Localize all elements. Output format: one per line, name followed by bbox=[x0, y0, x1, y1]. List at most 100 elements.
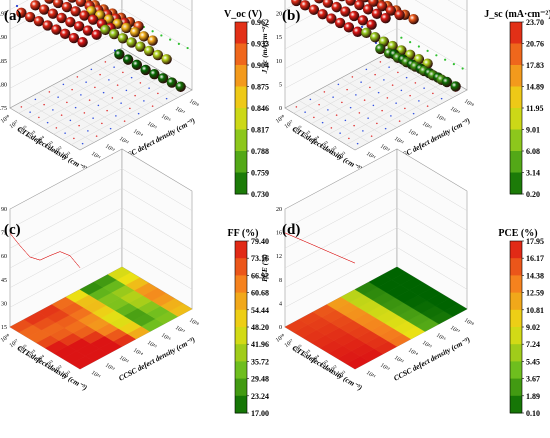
data-point-sphere bbox=[354, 0, 365, 11]
colorbar-tick-label: 60.68 bbox=[251, 289, 269, 298]
ccsc-tick-label: 10¹⁷ bbox=[449, 106, 461, 117]
floor-projection-mark bbox=[69, 119, 72, 122]
data-point-sphere bbox=[334, 17, 346, 29]
floor-projection-mark bbox=[143, 100, 145, 102]
colorbar-title: PCE (%) bbox=[498, 228, 537, 239]
z-tick-label: 75 bbox=[1, 231, 7, 237]
floor-projection-mark bbox=[351, 76, 354, 78]
colorbar-tick-label: 0.20 bbox=[526, 190, 540, 199]
colorbar-segment bbox=[235, 361, 247, 380]
floor-projection-mark bbox=[116, 84, 119, 86]
colorbar-segment bbox=[235, 172, 247, 195]
floor-projection-mark bbox=[71, 88, 73, 91]
floor-projection-mark bbox=[318, 103, 320, 106]
data-point-sphere bbox=[82, 25, 94, 36]
wall-grid-line bbox=[9, 207, 193, 269]
floor-projection-mark bbox=[404, 107, 406, 110]
z-tick-label: 8 bbox=[279, 278, 282, 284]
ctl-tick-label: 10¹¹ bbox=[61, 151, 72, 162]
floor-projection-mark bbox=[139, 82, 142, 84]
floor-projection-mark bbox=[87, 130, 89, 132]
colorbar-tick-label: 0.730 bbox=[251, 190, 269, 199]
ccsc-tick-label: 10¹⁵ bbox=[146, 340, 158, 351]
ccsc-tick-label: 10¹⁵ bbox=[146, 121, 158, 132]
floor-grid-line bbox=[382, 55, 454, 98]
data-point-sphere bbox=[375, 43, 386, 55]
ctl-tick-label: 10¹³ bbox=[319, 359, 330, 370]
floor-projection-mark bbox=[104, 61, 107, 63]
data-point-sphere bbox=[291, 0, 302, 7]
colorbar-segment bbox=[510, 151, 522, 173]
ccsc-tick-label: 10¹² bbox=[379, 143, 390, 154]
colorbar-tick-label: 5.45 bbox=[526, 357, 540, 366]
data-point-sphere bbox=[299, 0, 311, 11]
panel-letter-label: (b) bbox=[282, 8, 300, 24]
floor-projection-mark bbox=[418, 100, 420, 102]
data-point-sphere bbox=[376, 0, 388, 12]
ccsc-tick-label: 10¹⁷ bbox=[174, 106, 186, 117]
wall-grid-line bbox=[9, 188, 193, 249]
data-point-sphere bbox=[65, 16, 76, 28]
data-point-sphere bbox=[161, 54, 172, 65]
wall-grid-line bbox=[284, 247, 468, 308]
colorbar-tick-label: 73.16 bbox=[251, 254, 269, 263]
data-point-sphere bbox=[122, 54, 134, 65]
z-tick-label: 12 bbox=[276, 254, 282, 260]
colorbar-tick-label: 48.20 bbox=[251, 323, 269, 332]
floor-projection-mark bbox=[376, 122, 378, 125]
floor-projection-mark bbox=[370, 135, 373, 137]
colorbar-segment bbox=[510, 86, 522, 109]
colorbar-title: J_sc (mA·cm⁻²) bbox=[484, 9, 550, 20]
colorbar-tick-label: 6.08 bbox=[526, 147, 540, 156]
ctl-tick-label: 10¹⁶ bbox=[17, 344, 29, 355]
floor-heatmap-cell bbox=[382, 266, 407, 281]
floor-projection-mark bbox=[157, 92, 159, 95]
z-tick-label: 45 bbox=[1, 278, 7, 284]
colorbar-tick-label: 3.14 bbox=[526, 169, 540, 178]
floor-projection-mark bbox=[99, 73, 101, 76]
colorbar-segment bbox=[235, 378, 247, 397]
colorbar-segment bbox=[235, 22, 247, 44]
floor-projection-mark bbox=[432, 92, 434, 95]
colorbar-segment bbox=[510, 361, 522, 380]
floor-projection-mark bbox=[66, 101, 68, 104]
floor-projection-mark bbox=[327, 109, 329, 111]
floor-projection-mark bbox=[64, 132, 66, 134]
ctl-tick-label: 10¹⁸ bbox=[275, 114, 287, 125]
floor-projection-mark bbox=[62, 83, 65, 86]
data-point-sphere bbox=[100, 24, 111, 36]
wall-projection-mark bbox=[426, 49, 429, 52]
colorbar-tick-label: 20.76 bbox=[526, 40, 544, 49]
data-point-sphere bbox=[51, 24, 62, 35]
data-point-sphere bbox=[67, 0, 77, 3]
ccsc-tick-label: 10¹⁸ bbox=[463, 317, 475, 328]
colorbar-tick-label: 23.24 bbox=[251, 392, 269, 401]
ctl-tick-label: 10¹⁷ bbox=[284, 339, 296, 350]
colorbar-segment bbox=[235, 151, 247, 173]
data-point-sphere bbox=[343, 22, 355, 33]
panel-c: 907560453015FF (%)10¹¹10¹²10¹³10¹⁴10¹⁵10… bbox=[0, 148, 269, 418]
ctl-tick-label: 10¹⁵ bbox=[26, 349, 38, 360]
ctl-tick-label: 10¹³ bbox=[319, 140, 330, 151]
floor-projection-mark bbox=[125, 89, 128, 92]
data-point-sphere bbox=[38, 4, 50, 15]
colorbar-segment bbox=[235, 65, 247, 87]
floor-projection-mark bbox=[113, 66, 115, 68]
z-axis-label: PCE (%) bbox=[260, 254, 269, 282]
floor-projection-mark bbox=[122, 71, 124, 74]
ctl-tick-label: 10¹⁸ bbox=[0, 333, 12, 344]
data-point-sphere bbox=[147, 35, 158, 46]
floor-projection-mark bbox=[367, 117, 369, 119]
data-point-sphere bbox=[135, 41, 146, 52]
data-point-sphere bbox=[129, 26, 141, 38]
wall-projection-mark bbox=[417, 45, 420, 48]
floor-projection-mark bbox=[332, 96, 334, 98]
floor-projection-mark bbox=[372, 104, 375, 107]
floor-projection-mark bbox=[360, 81, 362, 83]
ccsc-tick-label: 10¹⁸ bbox=[188, 98, 200, 109]
ctl-tick-label: 10¹² bbox=[53, 146, 64, 157]
colorbar-tick-label: 66.92 bbox=[251, 271, 269, 280]
data-point-sphere bbox=[314, 0, 325, 4]
wall-grid-line bbox=[9, 8, 193, 69]
